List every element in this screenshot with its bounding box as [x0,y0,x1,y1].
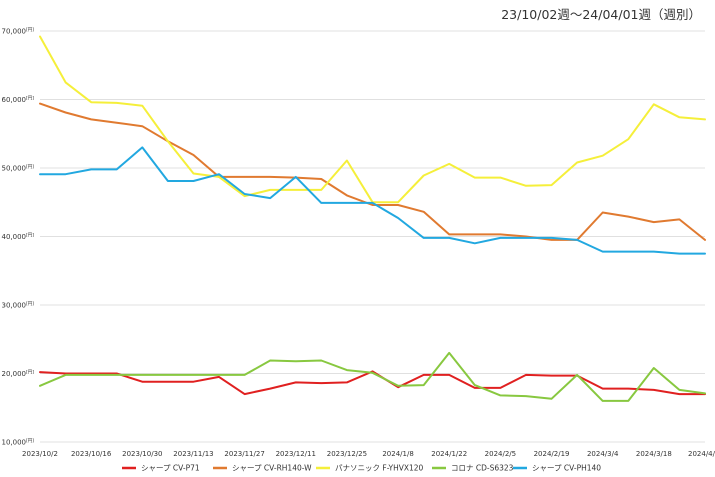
x-axis-tick-labels: 2023/10/2 2023/10/16 2023/10/30 2023/11/13 2… [22,450,715,458]
y-tick-label: 40,000[円] [1,233,34,242]
series-line-4 [39,351,706,402]
x-tick-label: 2023/10/2 [22,450,58,458]
y-tick-label: 30,000[円] [1,301,34,310]
x-tick-label: 2024/3/18 [636,450,672,458]
x-tick-label: 2024/4/ [688,450,715,458]
legend-item: シャープ CV-PH140 [513,464,601,473]
x-tick-label: 2024/2/19 [534,450,570,458]
x-tick-label: 2024/1/22 [431,450,467,458]
legend-item: パナソニック F-YHVX120 [316,464,424,473]
y-axis-tick-labels: 10,000[円] 20,000[円] 30,000[円] 40,000[円] 50,0… [1,27,34,447]
x-tick-label: 2023/12/11 [276,450,316,458]
y-tick-label: 60,000[円] [1,96,34,105]
x-tick-label: 2024/2/5 [485,450,516,458]
series-line-2 [39,102,706,241]
x-tick-label: 2024/3/4 [587,450,619,458]
x-tick-label: 2024/1/8 [382,450,413,458]
x-tick-label: 2023/11/13 [173,450,213,458]
legend-label: パナソニック F-YHVX120 [335,464,424,473]
x-tick-label: 2023/10/16 [71,450,112,458]
legend-item: シャープ CV-RH140-W [213,464,312,473]
x-tick-label: 2023/10/30 [122,450,162,458]
legend: シャープ CV-P71 シャープ CV-RH140-W パナソニック F-YHVX1… [122,464,601,473]
legend-label: コロナ CD-S6323 [451,464,514,473]
x-tick-label: 2023/11/27 [224,450,264,458]
series-line-1 [39,370,706,396]
chart-period-title: 23/10/02週〜24/04/01週（週別） [501,7,701,22]
y-tick-label: 70,000[円] [1,27,34,36]
legend-item: シャープ CV-P71 [122,464,200,473]
legend-label: シャープ CV-P71 [141,464,200,473]
legend-item: コロナ CD-S6323 [432,464,514,473]
series-line-5 [39,146,706,255]
series-lines [39,35,706,402]
series-line-3 [39,35,706,204]
y-tick-label: 10,000[円] [1,438,34,447]
legend-label: シャープ CV-RH140-W [232,464,312,473]
x-tick-label: 2023/12/25 [327,450,367,458]
legend-label: シャープ CV-PH140 [532,464,601,473]
y-tick-label: 50,000[円] [1,164,34,173]
y-tick-label: 20,000[円] [1,370,34,379]
